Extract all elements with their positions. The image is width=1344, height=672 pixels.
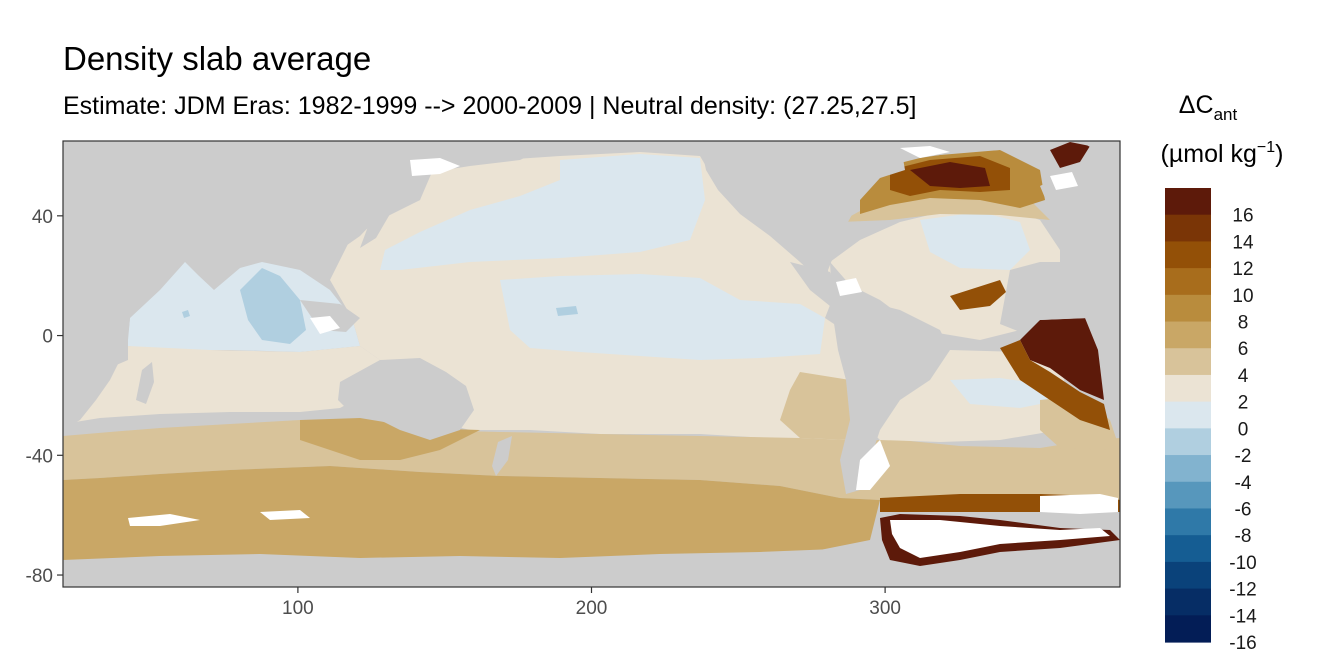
map-subtitle: Estimate: JDM Eras: 1982-1999 --> 2000-2… bbox=[63, 92, 917, 120]
legend-swatch bbox=[1165, 401, 1211, 429]
antarctica-land bbox=[63, 544, 1120, 587]
x-axis: 100 200 300 bbox=[282, 587, 901, 619]
new-zealand-land bbox=[492, 436, 512, 476]
x-tick-label: 300 bbox=[869, 598, 901, 619]
legend-swatch bbox=[1165, 374, 1211, 403]
eurasia-land bbox=[63, 141, 420, 316]
no-data-weddell-ice bbox=[890, 520, 1110, 558]
legend-swatch bbox=[1165, 588, 1211, 616]
no-data-arctic-2 bbox=[900, 146, 950, 158]
x-tick-label: 200 bbox=[576, 598, 608, 619]
map-panel bbox=[63, 141, 1120, 587]
asia-east-land bbox=[360, 141, 560, 248]
legend-title-prefix: (µmol kg bbox=[1161, 140, 1257, 168]
legend-label: 16 bbox=[1232, 206, 1253, 227]
no-data-south-america-tip bbox=[856, 440, 890, 490]
indian-ocean-blue-patch bbox=[240, 268, 306, 344]
x-tick-label: 100 bbox=[282, 598, 314, 619]
atlantic-blob-high bbox=[950, 280, 1006, 310]
legend-swatch bbox=[1165, 188, 1211, 216]
legend-title-superscript: −1 bbox=[1257, 139, 1275, 156]
legend-label: -4 bbox=[1235, 473, 1252, 494]
legend-colorbar: 16 14 12 10 8 6 4 2 0 -2 -4 -6 -8 -10 -12 -14 -16 bbox=[1165, 188, 1257, 654]
atlantic-ocean-blue-spot bbox=[920, 212, 1030, 270]
legend-swatch bbox=[1165, 241, 1211, 269]
indian-ocean-mid bbox=[63, 346, 380, 424]
legend-label: 12 bbox=[1232, 259, 1253, 280]
no-data-weddell-edge bbox=[1040, 494, 1118, 514]
north-atlantic-high-3 bbox=[910, 162, 990, 188]
legend-title-main: ΔC bbox=[1179, 91, 1214, 119]
no-data-europe bbox=[1050, 172, 1078, 190]
north-america-land bbox=[700, 141, 905, 290]
legend-swatch bbox=[1165, 428, 1211, 456]
y-tick-label: 40 bbox=[32, 207, 53, 228]
legend-label: 6 bbox=[1238, 339, 1249, 360]
no-data-caribbean bbox=[836, 278, 862, 296]
africa-west-land bbox=[1000, 262, 1090, 332]
east-atlantic-high-rim bbox=[1000, 340, 1110, 430]
legend-label: -2 bbox=[1235, 446, 1252, 467]
no-data-antarctic-shelf-1 bbox=[128, 514, 200, 526]
pacific-ocean-blue-dot bbox=[556, 306, 578, 316]
legend-title-subscript: ant bbox=[1214, 105, 1238, 124]
southern-ocean-band-2 bbox=[63, 466, 880, 560]
south-america-land bbox=[832, 300, 950, 494]
legend-swatch bbox=[1165, 561, 1211, 590]
legend-label: 14 bbox=[1232, 232, 1254, 253]
map-title: Density slab average bbox=[63, 40, 372, 77]
legend-title-line1: ΔCant bbox=[1179, 91, 1238, 124]
legend-label: -10 bbox=[1229, 553, 1256, 574]
legend-label: 4 bbox=[1238, 366, 1249, 387]
pacific-ocean-central-blue bbox=[500, 274, 825, 360]
y-tick-label: -40 bbox=[26, 446, 53, 467]
atlantic-ocean-southeast bbox=[1040, 396, 1120, 450]
legend-label: 2 bbox=[1238, 393, 1249, 414]
legend-swatch bbox=[1165, 214, 1211, 243]
legend-label: 8 bbox=[1238, 313, 1249, 334]
legend-title-line2: (µmol kg−1) bbox=[1161, 139, 1284, 168]
pacific-ocean-east-tan bbox=[780, 372, 852, 440]
africa-east-land bbox=[63, 300, 130, 430]
legend-label: -12 bbox=[1229, 580, 1256, 601]
legend-label: 10 bbox=[1232, 286, 1253, 307]
pacific-ocean-north-blue bbox=[380, 154, 705, 270]
y-tick-label: -80 bbox=[26, 566, 53, 587]
madagascar-land bbox=[136, 362, 154, 404]
east-atlantic-high bbox=[1020, 318, 1104, 400]
legend-swatch bbox=[1165, 535, 1211, 563]
no-data-antarctic-shelf-2 bbox=[260, 510, 310, 520]
y-tick-label: 0 bbox=[42, 327, 53, 348]
legend-swatch bbox=[1165, 455, 1211, 483]
y-axis: 40 0 -40 -80 bbox=[26, 207, 63, 587]
no-data-arctic bbox=[410, 158, 460, 176]
legend-label: -16 bbox=[1229, 633, 1256, 654]
no-data-indonesia bbox=[310, 316, 340, 334]
legend-label: 0 bbox=[1238, 419, 1249, 440]
legend-swatch bbox=[1165, 481, 1211, 510]
legend-swatch bbox=[1165, 294, 1211, 323]
indian-ocean-blue-dot bbox=[182, 310, 190, 318]
legend-title-suffix: ) bbox=[1275, 140, 1283, 168]
legend: ΔCant (µmol kg−1) 16 14 12 10 8 6 4 2 0 -2 -4 -6 -8 -… bbox=[1161, 91, 1284, 654]
legend-swatch bbox=[1165, 321, 1211, 349]
legend-swatch bbox=[1165, 268, 1211, 296]
legend-label: -14 bbox=[1229, 606, 1257, 627]
legend-swatch bbox=[1165, 615, 1211, 643]
central-america-land bbox=[790, 262, 840, 306]
australia-land bbox=[338, 358, 474, 440]
nordic-seas-high bbox=[1050, 142, 1090, 168]
legend-swatch bbox=[1165, 348, 1211, 376]
legend-label: -8 bbox=[1235, 526, 1252, 547]
legend-swatch bbox=[1165, 508, 1211, 536]
legend-label: -6 bbox=[1235, 499, 1252, 520]
